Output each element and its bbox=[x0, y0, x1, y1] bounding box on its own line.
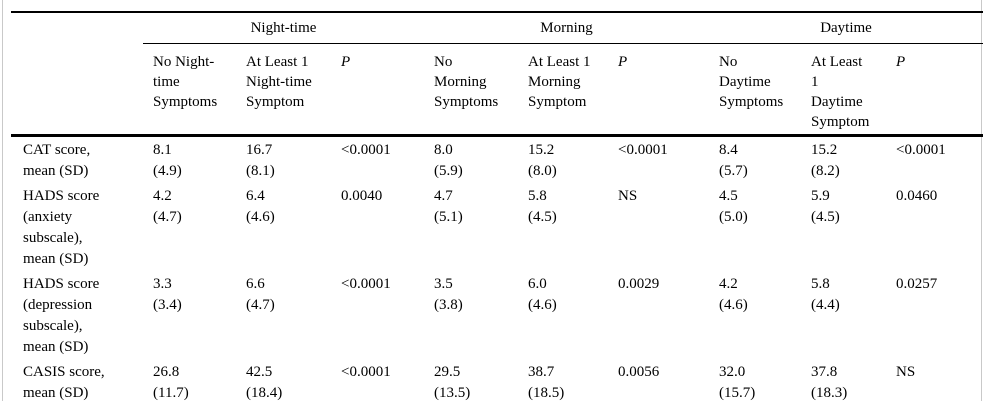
cell-hadsanx-nt-no: 4.2 (4.7) bbox=[153, 188, 182, 225]
cell-cat-nt-atleast1: 16.7 (8.1) bbox=[246, 142, 275, 179]
cell-hadsdep-dt-atleast1: 5.8 (4.4) bbox=[811, 276, 840, 313]
cell-cat-nt-no: 8.1 (4.9) bbox=[153, 142, 182, 179]
cell-casis-nt-no: 26.8 (11.7) bbox=[153, 364, 189, 401]
cell-cat-mo-no: 8.0 (5.9) bbox=[434, 142, 463, 179]
cell-hadsanx-mo-atleast1: 5.8 (4.5) bbox=[528, 188, 557, 225]
cell-hadsdep-nt-atleast1: 6.6 (4.7) bbox=[246, 276, 275, 313]
col-header-no-morning-symptoms: No Morning Symptoms bbox=[424, 43, 519, 137]
cell-cat-mo-p: <0.0001 bbox=[618, 142, 668, 158]
column-header-row: No Night- time Symptoms At Least 1 Night… bbox=[11, 43, 984, 137]
cell-casis-mo-atleast1: 38.7 (18.5) bbox=[528, 364, 565, 401]
cell-hadsanx-dt-atleast1: 5.9 (4.5) bbox=[811, 188, 840, 225]
col-header-no-daytime-symptoms: No Daytime Symptoms bbox=[709, 43, 802, 137]
group-header-night-time: Night-time bbox=[143, 12, 425, 44]
row-label-casis-score: CASIS score, mean (SD) bbox=[23, 364, 105, 401]
cell-cat-nt-p: <0.0001 bbox=[341, 142, 391, 158]
group-header-morning: Morning bbox=[424, 12, 710, 44]
cell-casis-dt-atleast1: 37.8 (18.3) bbox=[811, 364, 848, 401]
col-header-at-least-1-morning-symptom: At Least 1 Morning Symptom bbox=[518, 43, 609, 137]
symptom-outcomes-table: Night-time Morning Daytime No Night- tim… bbox=[11, 11, 984, 401]
cell-cat-dt-atleast1: 15.2 (8.2) bbox=[811, 142, 840, 179]
row-label-hads-depression: HADS score (depression subscale), mean (… bbox=[23, 276, 100, 355]
cell-hadsanx-mo-no: 4.7 (5.1) bbox=[434, 188, 463, 225]
cell-hadsdep-mo-no: 3.5 (3.8) bbox=[434, 276, 463, 313]
cell-cat-dt-no: 8.4 (5.7) bbox=[719, 142, 748, 179]
cell-casis-nt-p: <0.0001 bbox=[341, 364, 391, 380]
col-header-at-least-1-nighttime-symptom: At Least 1 Night-time Symptom bbox=[236, 43, 331, 137]
col-header-p-daytime: P bbox=[886, 43, 984, 137]
col-header-no-nighttime-symptoms: No Night- time Symptoms bbox=[143, 43, 236, 137]
cell-hadsanx-nt-atleast1: 6.4 (4.6) bbox=[246, 188, 275, 225]
group-header-daytime: Daytime bbox=[709, 12, 984, 44]
stub-cell bbox=[11, 43, 143, 137]
cell-hadsdep-mo-p: 0.0029 bbox=[618, 276, 660, 292]
stub-cell bbox=[11, 12, 143, 44]
cell-hadsanx-nt-p: 0.0040 bbox=[341, 188, 383, 204]
row-hads-anxiety: HADS score (anxiety subscale), mean (SD)… bbox=[11, 183, 983, 271]
row-label-hads-anxiety: HADS score (anxiety subscale), mean (SD) bbox=[23, 188, 100, 267]
cell-cat-dt-p: <0.0001 bbox=[896, 142, 946, 158]
cell-casis-nt-atleast1: 42.5 (18.4) bbox=[246, 364, 283, 401]
cell-casis-mo-no: 29.5 (13.5) bbox=[434, 364, 471, 401]
col-header-p-morning: P bbox=[608, 43, 710, 137]
row-cat-score: CAT score, mean (SD) 8.1 (4.9) 16.7 (8.1… bbox=[11, 136, 983, 184]
row-hads-depression: HADS score (depression subscale), mean (… bbox=[11, 271, 983, 359]
group-header-row: Night-time Morning Daytime bbox=[11, 12, 984, 44]
cell-cat-mo-atleast1: 15.2 (8.0) bbox=[528, 142, 557, 179]
cell-casis-dt-p: NS bbox=[896, 364, 916, 380]
cell-hadsdep-nt-p: <0.0001 bbox=[341, 276, 391, 292]
cell-hadsdep-dt-p: 0.0257 bbox=[896, 276, 938, 292]
col-header-p-nighttime: P bbox=[331, 43, 425, 137]
row-label-cat-score: CAT score, mean (SD) bbox=[23, 142, 91, 179]
cell-hadsdep-mo-atleast1: 6.0 (4.6) bbox=[528, 276, 557, 313]
cell-casis-mo-p: 0.0056 bbox=[618, 364, 660, 380]
cell-casis-dt-no: 32.0 (15.7) bbox=[719, 364, 756, 401]
cell-hadsanx-dt-p: 0.0460 bbox=[896, 188, 938, 204]
col-header-at-least-1-daytime-symptom: At Least 1 Daytime Symptom bbox=[801, 43, 887, 137]
row-casis-score: CASIS score, mean (SD) 26.8 (11.7) 42.5 … bbox=[11, 359, 983, 401]
cell-hadsanx-dt-no: 4.5 (5.0) bbox=[719, 188, 748, 225]
cell-hadsanx-mo-p: NS bbox=[618, 188, 638, 204]
cell-hadsdep-dt-no: 4.2 (4.6) bbox=[719, 276, 748, 313]
cell-hadsdep-nt-no: 3.3 (3.4) bbox=[153, 276, 182, 313]
